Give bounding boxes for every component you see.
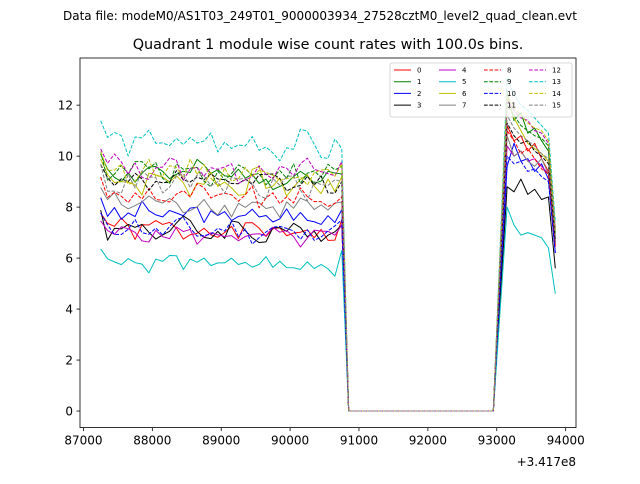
x-tick-label: 93000: [478, 434, 516, 448]
legend-label-7: 7: [462, 102, 466, 110]
legend-label-11: 11: [507, 102, 516, 110]
legend-label-13: 13: [552, 78, 561, 86]
series-line-13: [100, 76, 556, 412]
x-offset-label: +3.417e8: [517, 455, 576, 469]
y-tick-label: 0: [65, 404, 73, 418]
legend-label-12: 12: [552, 67, 561, 75]
x-tick-label: 94000: [547, 434, 585, 448]
legend-label-6: 6: [462, 90, 467, 98]
legend-label-9: 9: [507, 78, 511, 86]
y-tick-label: 4: [65, 302, 73, 316]
y-tick-label: 6: [65, 251, 73, 265]
legend-label-1: 1: [417, 78, 421, 86]
x-tick-label: 90000: [271, 434, 309, 448]
x-tick-label: 89000: [202, 434, 240, 448]
legend-label-4: 4: [462, 67, 467, 75]
plot-frame: [79, 57, 577, 429]
legend-label-3: 3: [417, 102, 421, 110]
y-axis: 0 2 4 6 8 10 12: [58, 98, 80, 418]
series-line-5: [100, 206, 556, 412]
x-tick-label: 92000: [409, 434, 447, 448]
series-line-15: [100, 114, 556, 412]
legend-label-8: 8: [507, 67, 511, 75]
y-tick-label: 2: [65, 353, 73, 367]
chart-title: Quadrant 1 module wise count rates with …: [133, 37, 524, 53]
x-tick-label: 91000: [340, 434, 378, 448]
series-layer: [100, 76, 556, 412]
x-tick-label: 88000: [133, 434, 171, 448]
legend-box: [389, 62, 573, 118]
series-line-10: [100, 155, 556, 412]
y-tick-label: 10: [58, 149, 73, 163]
suptitle: Data file: modeM0/AS1T03_249T01_90000039…: [63, 9, 577, 23]
x-tick-label: 87000: [64, 434, 102, 448]
legend-label-0: 0: [417, 67, 421, 75]
series-line-14: [100, 94, 556, 412]
legend-label-5: 5: [462, 78, 466, 86]
x-axis: 87000 88000 89000 90000 91000 92000 93000 94000: [64, 427, 585, 448]
y-tick-label: 12: [58, 98, 73, 112]
y-tick-label: 8: [65, 200, 73, 214]
legend-label-2: 2: [417, 90, 421, 98]
legend-label-10: 10: [507, 90, 516, 98]
legend-label-14: 14: [552, 90, 561, 98]
legend-label-15: 15: [552, 102, 561, 110]
